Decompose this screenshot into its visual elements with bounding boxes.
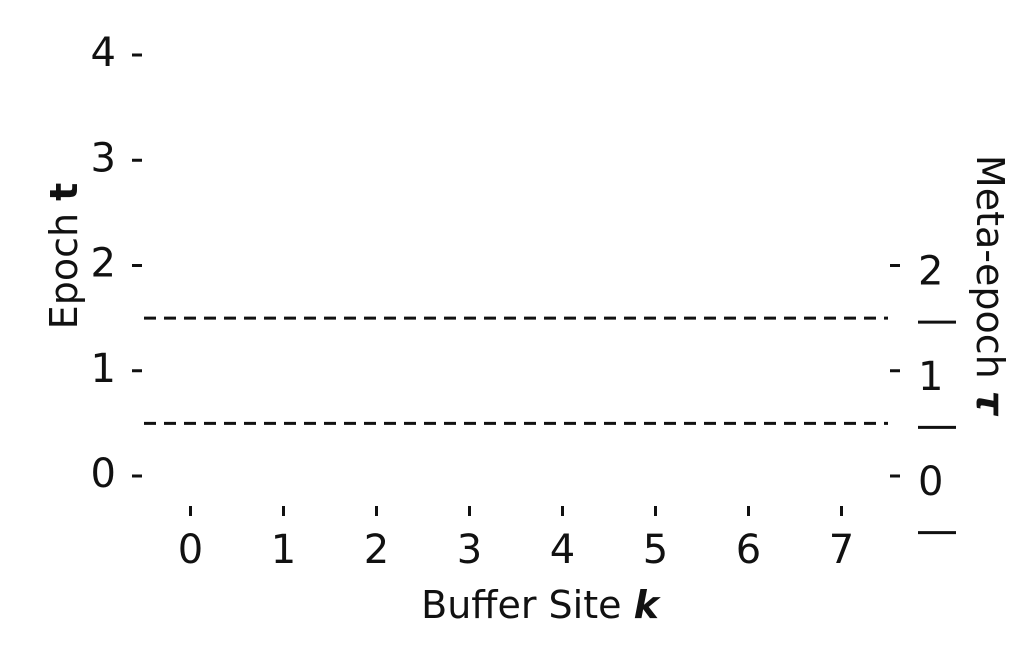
x-tick-label-1: 1 xyxy=(271,527,296,573)
dashed-guide-lines xyxy=(144,316,888,425)
x-tick-label-2: 2 xyxy=(364,527,389,573)
meta-epoch-axis-symbol: τ xyxy=(969,391,1013,417)
x-axis: 0 1 2 3 4 5 6 7 xyxy=(178,506,854,573)
meta-epoch-axis-label-text: Meta-epoch xyxy=(969,155,1013,379)
x-tick-label-5: 5 xyxy=(643,527,668,573)
meta-epoch-tick-label-1: 1 xyxy=(918,354,943,400)
meta-epoch-tick-label-2: 2 xyxy=(918,249,943,295)
y-tick-label-1: 1 xyxy=(91,346,116,392)
meta-epoch-axis: 0 1 2 xyxy=(890,249,956,535)
y-axis-label: Epoch t xyxy=(42,183,86,330)
x-axis-label-text: Buffer Site xyxy=(421,583,621,627)
y-axis-symbol: t xyxy=(42,183,86,201)
y-tick-label-0: 0 xyxy=(91,451,116,497)
y-tick-label-3: 3 xyxy=(91,135,116,181)
y-tick-label-2: 2 xyxy=(91,241,116,287)
meta-epoch-axis-label: Meta-epoch τ xyxy=(969,155,1013,417)
x-tick-label-4: 4 xyxy=(550,527,575,573)
x-tick-label-0: 0 xyxy=(178,527,203,573)
x-axis-label: Buffer Site k xyxy=(421,583,661,627)
meta-epoch-tick-label-0: 0 xyxy=(918,459,943,505)
y-axis: 0 1 2 3 4 xyxy=(91,30,142,497)
x-tick-label-6: 6 xyxy=(736,527,761,573)
y-axis-label-text: Epoch xyxy=(42,213,86,329)
x-axis-symbol: k xyxy=(634,583,662,627)
x-tick-label-3: 3 xyxy=(457,527,482,573)
x-tick-label-7: 7 xyxy=(829,527,854,573)
y-tick-label-4: 4 xyxy=(91,30,116,76)
